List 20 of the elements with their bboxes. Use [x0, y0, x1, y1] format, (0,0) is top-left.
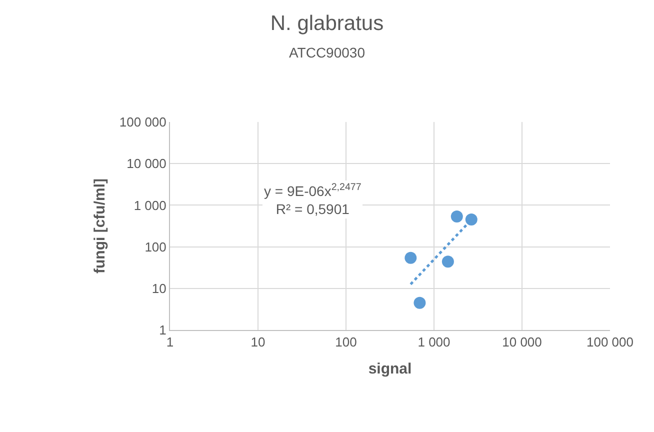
- y-tick-label: 10 000: [126, 156, 166, 172]
- y-axis-title: fungi [cfu/ml]: [92, 178, 109, 274]
- y-tick-label: 1 000: [134, 198, 166, 213]
- chart-title: N. glabratus: [270, 12, 384, 36]
- point: [450, 210, 463, 222]
- x-tick-label: 10: [250, 334, 266, 350]
- y-tick-label: 100 000: [119, 114, 166, 130]
- y-tick-label: 10: [152, 280, 166, 296]
- y-tick-label: 100: [144, 239, 166, 254]
- x-tick-label: 100: [335, 334, 357, 350]
- point: [465, 214, 478, 226]
- annotation: y = 9E-06x$^{2,2477}$: [264, 182, 362, 199]
- y-tick-label: 1: [159, 322, 166, 338]
- x-tick-label: 100 000: [586, 334, 634, 350]
- annotation: R² = 0,5901: [276, 201, 350, 218]
- x-tick-label: 10 000: [502, 334, 542, 350]
- chart-subtitle: ATCC90030: [288, 44, 366, 61]
- x-tick-label: 1 000: [418, 334, 450, 350]
- x-axis-title: signal: [368, 360, 412, 378]
- point: [404, 252, 417, 264]
